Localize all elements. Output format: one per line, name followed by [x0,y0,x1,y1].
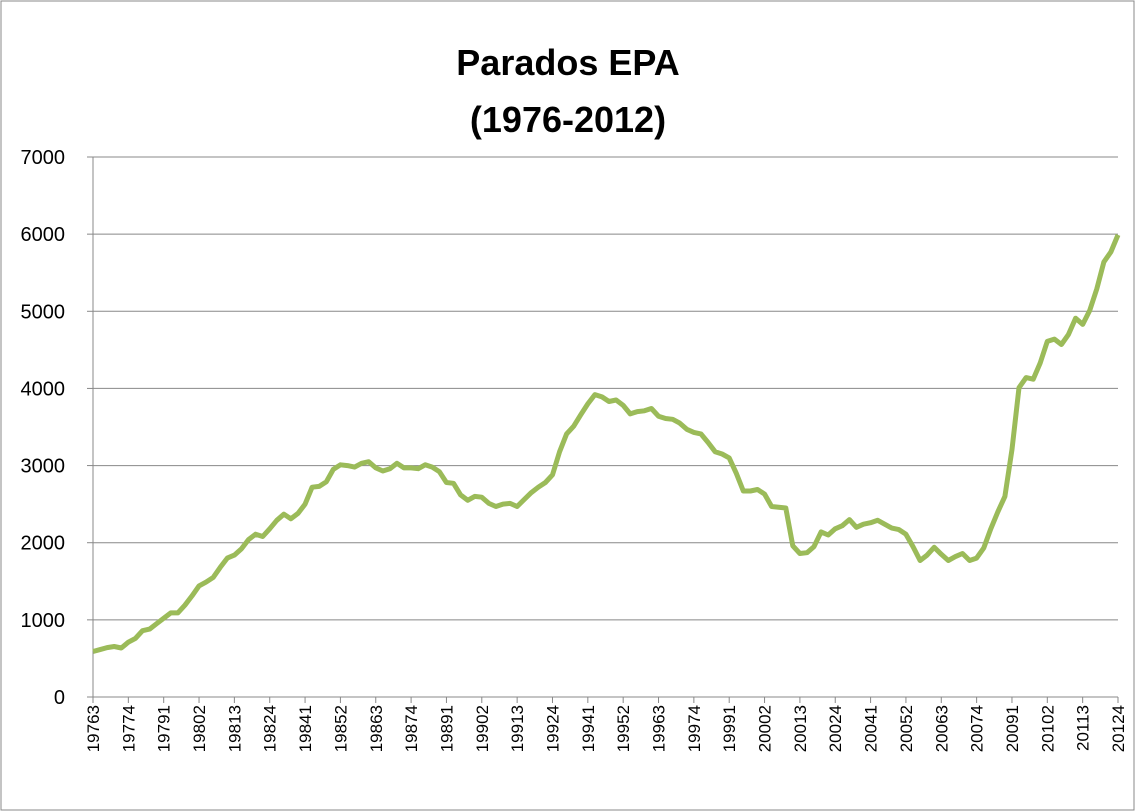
x-tick-label: 20063 [932,705,951,752]
y-tick-label: 3000 [21,456,66,478]
x-tick-label: 20113 [1074,705,1093,751]
x-tick-label: 20102 [1038,705,1057,752]
y-tick-label: 0 [54,687,65,709]
y-tick-label: 4000 [21,378,66,400]
x-tick-label: 20074 [968,705,987,752]
x-tick-label: 19824 [261,705,280,752]
x-tick-label: 20041 [862,705,881,752]
x-tick-label: 19963 [650,705,669,752]
y-tick-label: 1000 [21,610,66,632]
x-tick-label: 19802 [190,705,209,752]
x-tick-label: 19791 [155,705,174,752]
x-tick-label: 19813 [225,705,244,752]
x-tick-label: 19924 [543,705,562,752]
x-tick-label: 20013 [791,705,810,752]
x-tick-label: 19902 [473,705,492,752]
x-tick-label: 19952 [614,705,633,752]
x-tick-label: 19863 [367,705,386,752]
x-tick-label: 19874 [402,705,421,752]
x-tick-label: 20002 [756,705,775,752]
data-line [92,233,1121,654]
x-tick-label: 19841 [296,705,315,752]
y-tick-label: 5000 [21,301,66,323]
x-tick-label: 19763 [84,705,103,752]
x-tick-label: 20124 [1109,705,1128,752]
x-tick-label: 20052 [897,705,916,752]
x-tick-label: 19974 [685,705,704,752]
x-tick-label: 19774 [119,705,138,752]
y-tick-label: 6000 [21,224,66,246]
y-tick-label: 2000 [21,533,66,555]
chart-title: Parados EPA [456,42,679,83]
x-tick-label: 20091 [1003,705,1022,752]
x-tick-label: 19891 [437,705,456,752]
x-tick-label: 19941 [579,705,598,752]
x-tick-label: 19852 [331,705,350,752]
x-tick-label: 19991 [720,705,739,752]
chart-title: (1976-2012) [470,99,666,140]
x-tick-label: 20024 [826,705,845,752]
x-tick-label: 19913 [508,705,527,752]
y-tick-label: 7000 [21,147,66,169]
